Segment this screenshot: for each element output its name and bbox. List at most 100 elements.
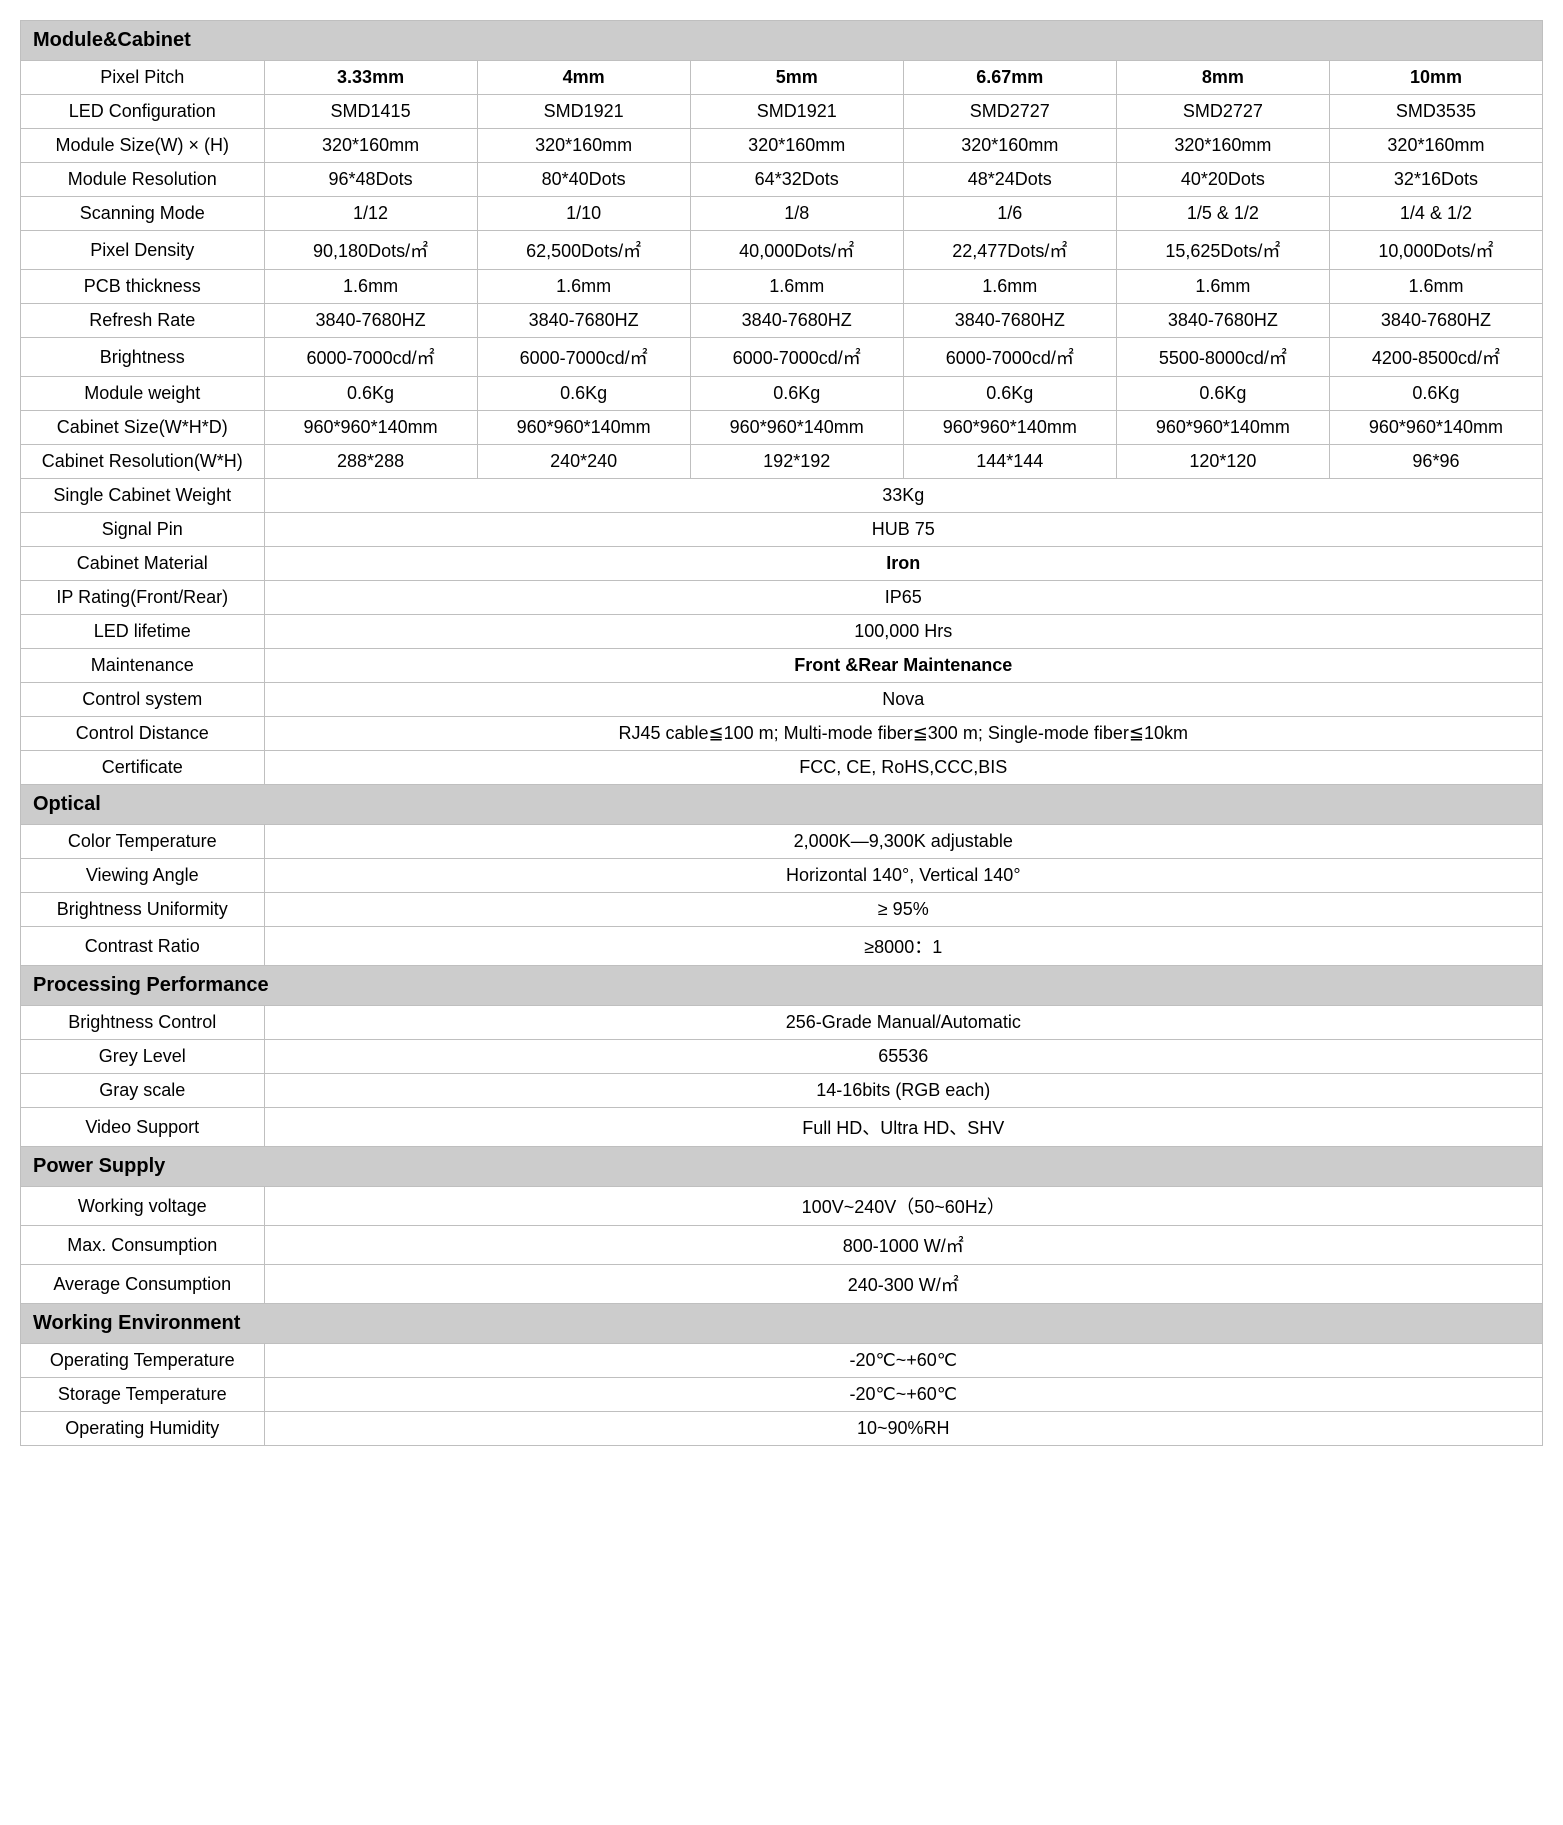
row-label: Brightness Control [21,1006,265,1040]
spec-table: Module&CabinetPixel Pitch3.33mm4mm5mm6.6… [20,20,1543,1446]
data-cell: 192*192 [690,445,903,479]
section-header-processing-performance: Processing Performance [21,966,1543,1006]
data-cell: 6.67mm [903,61,1116,95]
data-cell: 6000-7000cd/㎡ [903,338,1116,377]
row-label: Cabinet Size(W*H*D) [21,411,265,445]
table-row: Color Temperature2,000K—9,300K adjustabl… [21,825,1543,859]
data-cell: 32*16Dots [1329,163,1542,197]
data-cell: 3840-7680HZ [264,304,477,338]
data-cell-merged: -20℃~+60℃ [264,1344,1542,1378]
row-label: Color Temperature [21,825,265,859]
table-row: Refresh Rate3840-7680HZ3840-7680HZ3840-7… [21,304,1543,338]
data-cell: 0.6Kg [264,377,477,411]
data-cell-merged: Nova [264,683,1542,717]
data-cell: 0.6Kg [477,377,690,411]
data-cell: 960*960*140mm [264,411,477,445]
row-label: Brightness Uniformity [21,893,265,927]
data-cell: 3840-7680HZ [690,304,903,338]
data-cell: 120*120 [1116,445,1329,479]
data-cell: 96*96 [1329,445,1542,479]
row-label: Contrast Ratio [21,927,265,966]
data-cell: 4mm [477,61,690,95]
data-cell: 320*160mm [690,129,903,163]
table-row: Brightness Control256-Grade Manual/Autom… [21,1006,1543,1040]
data-cell-merged: 10~90%RH [264,1412,1542,1446]
data-cell: 320*160mm [477,129,690,163]
data-cell: 320*160mm [903,129,1116,163]
table-row: Grey Level65536 [21,1040,1543,1074]
table-row: PCB thickness1.6mm1.6mm1.6mm1.6mm1.6mm1.… [21,270,1543,304]
table-row: Working voltage100V~240V（50~60Hz） [21,1187,1543,1226]
data-cell: 3840-7680HZ [1116,304,1329,338]
data-cell-merged: ≥8000：1 [264,927,1542,966]
data-cell: 320*160mm [264,129,477,163]
table-row: Cabinet Resolution(W*H)288*288240*240192… [21,445,1543,479]
data-cell: SMD3535 [1329,95,1542,129]
table-row: Pixel Density90,180Dots/㎡62,500Dots/㎡40,… [21,231,1543,270]
table-row: Control DistanceRJ45 cable≦100 m; Multi-… [21,717,1543,751]
row-label: Refresh Rate [21,304,265,338]
row-label: Operating Humidity [21,1412,265,1446]
data-cell: SMD2727 [903,95,1116,129]
data-cell: 1.6mm [690,270,903,304]
data-cell-merged: Full HD、Ultra HD、SHV [264,1108,1542,1147]
row-label: PCB thickness [21,270,265,304]
row-label: Brightness [21,338,265,377]
data-cell-merged: ≥ 95% [264,893,1542,927]
table-row: Brightness6000-7000cd/㎡6000-7000cd/㎡6000… [21,338,1543,377]
data-cell: 240*240 [477,445,690,479]
section-header-working-environment: Working Environment [21,1304,1543,1344]
data-cell: 80*40Dots [477,163,690,197]
table-row: Storage Temperature-20℃~+60℃ [21,1378,1543,1412]
table-row: Signal PinHUB 75 [21,513,1543,547]
table-row: IP Rating(Front/Rear)IP65 [21,581,1543,615]
data-cell-merged: Front &Rear Maintenance [264,649,1542,683]
row-label: Grey Level [21,1040,265,1074]
data-cell: 144*144 [903,445,1116,479]
section-header-power-supply: Power Supply [21,1147,1543,1187]
data-cell-merged: 256-Grade Manual/Automatic [264,1006,1542,1040]
data-cell: SMD2727 [1116,95,1329,129]
data-cell: 3840-7680HZ [477,304,690,338]
row-label: Working voltage [21,1187,265,1226]
data-cell-merged: 2,000K—9,300K adjustable [264,825,1542,859]
data-cell: 4200-8500cd/㎡ [1329,338,1542,377]
data-cell: 1.6mm [477,270,690,304]
section-title: Module&Cabinet [21,21,1543,61]
data-cell: 8mm [1116,61,1329,95]
data-cell: 10mm [1329,61,1542,95]
data-cell: 40,000Dots/㎡ [690,231,903,270]
data-cell: 960*960*140mm [1329,411,1542,445]
data-cell-merged: HUB 75 [264,513,1542,547]
table-row: Single Cabinet Weight33Kg [21,479,1543,513]
data-cell-merged: 800-1000 W/㎡ [264,1226,1542,1265]
row-label: Video Support [21,1108,265,1147]
table-row: Viewing AngleHorizontal 140°, Vertical 1… [21,859,1543,893]
table-row: Cabinet Size(W*H*D)960*960*140mm960*960*… [21,411,1543,445]
data-cell-merged: 240-300 W/㎡ [264,1265,1542,1304]
table-row: Average Consumption240-300 W/㎡ [21,1265,1543,1304]
row-label: LED Configuration [21,95,265,129]
data-cell: 1.6mm [1116,270,1329,304]
data-cell-merged: 100V~240V（50~60Hz） [264,1187,1542,1226]
table-row: Operating Temperature-20℃~+60℃ [21,1344,1543,1378]
row-label: Operating Temperature [21,1344,265,1378]
data-cell: 6000-7000cd/㎡ [690,338,903,377]
section-title: Working Environment [21,1304,1543,1344]
data-cell: 3840-7680HZ [903,304,1116,338]
data-cell: 0.6Kg [1116,377,1329,411]
table-row: Scanning Mode1/121/101/81/61/5 & 1/21/4 … [21,197,1543,231]
data-cell: 0.6Kg [1329,377,1542,411]
table-row: MaintenanceFront &Rear Maintenance [21,649,1543,683]
data-cell: 1/12 [264,197,477,231]
data-cell: 3840-7680HZ [1329,304,1542,338]
data-cell-merged: IP65 [264,581,1542,615]
data-cell: 1/5 & 1/2 [1116,197,1329,231]
row-label: Control Distance [21,717,265,751]
section-title: Optical [21,785,1543,825]
table-row: Max. Consumption800-1000 W/㎡ [21,1226,1543,1265]
table-row: Contrast Ratio≥8000：1 [21,927,1543,966]
row-label: Scanning Mode [21,197,265,231]
data-cell: 960*960*140mm [1116,411,1329,445]
data-cell: 1.6mm [903,270,1116,304]
